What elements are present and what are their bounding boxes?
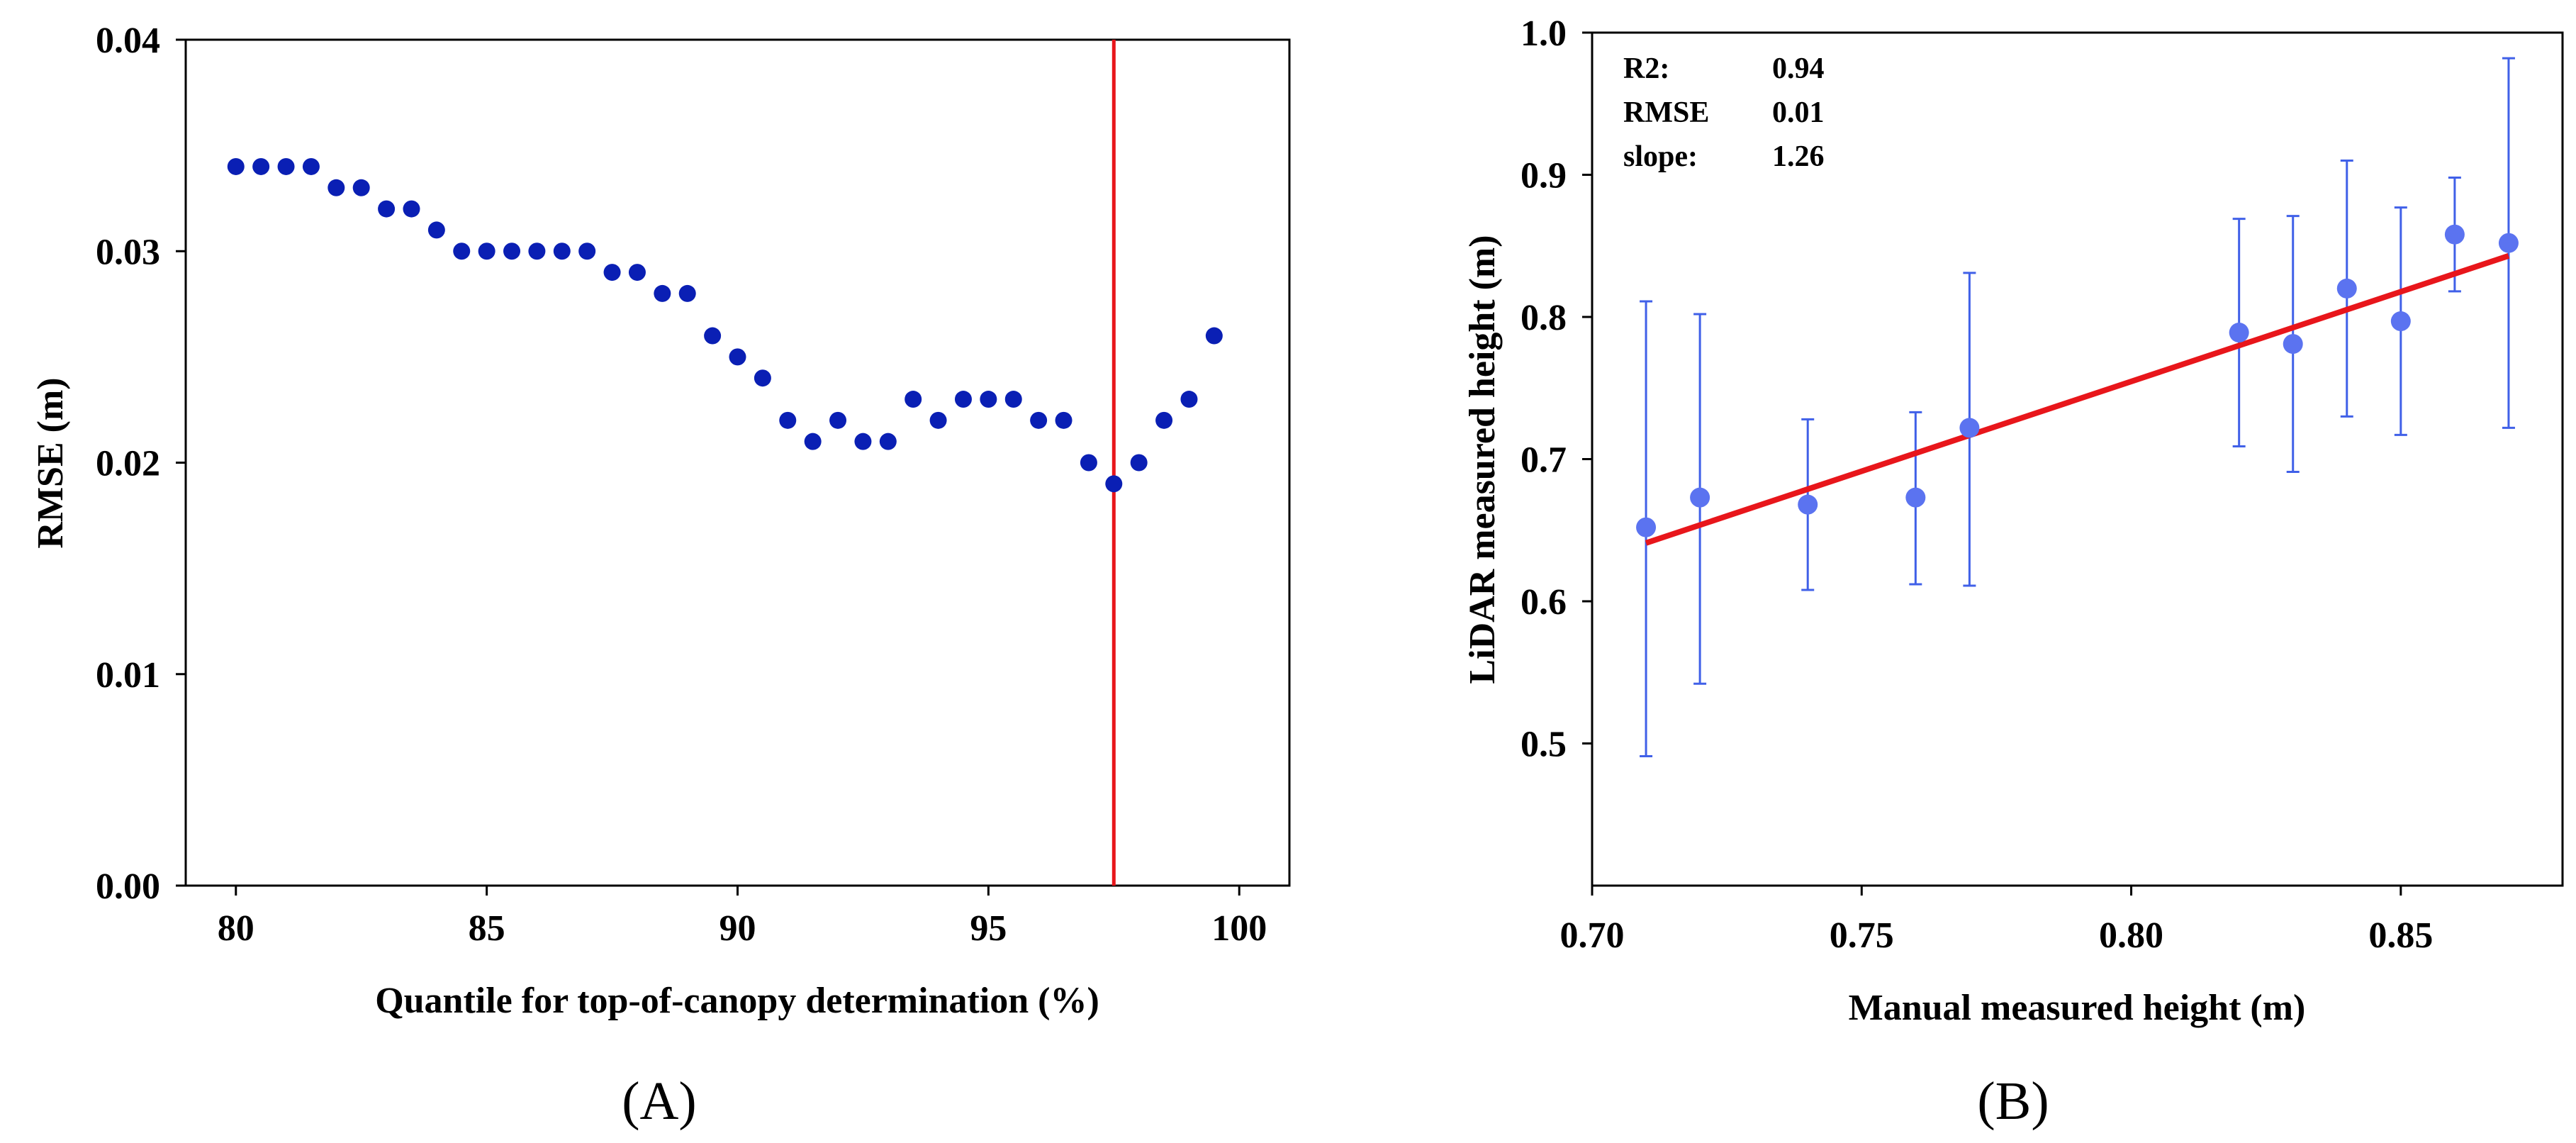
data-point-a	[327, 179, 345, 196]
stat-label-rmse: RMSE	[1623, 96, 1709, 129]
data-point-b	[2229, 323, 2249, 343]
x-tick-label-a: 80	[218, 908, 254, 949]
data-point-a	[503, 242, 521, 260]
stat-value-slope: 1.26	[1772, 140, 1825, 173]
data-point-a	[954, 391, 972, 408]
x-tick-label-a: 95	[970, 908, 1007, 949]
data-point-a	[678, 284, 696, 302]
data-point-a	[1130, 454, 1148, 472]
y-tick-label-a: 0.03	[96, 232, 160, 272]
stat-value-rmse: 0.01	[1772, 96, 1825, 129]
y-ticks-b: 0.5 0.6 0.7 0.8 0.9 1.0	[1521, 13, 1592, 765]
data-point-b	[1959, 418, 1980, 438]
data-point-a	[804, 433, 822, 450]
data-point-a	[1180, 391, 1198, 408]
data-point-a	[252, 157, 270, 175]
y-tick-label-b: 0.8	[1521, 298, 1567, 338]
data-point-a	[378, 200, 396, 218]
x-axis-title-b: Manual measured height (m)	[1849, 988, 2306, 1028]
x-axis-title-a: Quantile for top-of-canopy determination…	[375, 981, 1099, 1021]
data-point-a	[854, 433, 872, 450]
data-point-a	[427, 221, 445, 239]
data-point-a	[528, 242, 546, 260]
data-point-a	[578, 242, 596, 260]
data-point-a	[628, 264, 646, 281]
x-tick-label-a: 85	[469, 908, 505, 949]
data-point-a	[227, 157, 245, 175]
x-tick-label-a: 100	[1211, 908, 1267, 949]
data-point-b	[2498, 233, 2519, 253]
plot-area-b	[1591, 31, 2564, 887]
x-tick-label-b: 0.75	[1830, 915, 1894, 956]
data-point-b	[1905, 487, 1926, 508]
y-tick-label-b: 1.0	[1521, 13, 1567, 54]
data-point-a	[277, 157, 295, 175]
data-point-a	[879, 433, 897, 450]
data-point-a	[603, 264, 621, 281]
stat-label-slope: slope:	[1623, 140, 1698, 173]
data-point-b	[2390, 311, 2411, 332]
y-tick-label-a: 0.00	[96, 866, 160, 907]
panel-label-a: (A)	[622, 1071, 697, 1131]
stat-label-r2: R2:	[1623, 52, 1669, 85]
x-tick-label-a: 90	[719, 908, 756, 949]
data-point-a	[1080, 454, 1097, 472]
data-point-a	[1004, 391, 1022, 408]
data-point-a	[1055, 411, 1073, 429]
data-point-a	[980, 391, 997, 408]
data-point-b	[1690, 487, 1710, 508]
data-point-a	[553, 242, 571, 260]
data-point-a	[829, 411, 847, 429]
data-point-a	[905, 391, 922, 408]
data-point-a	[1155, 411, 1173, 429]
data-point-b	[2336, 278, 2357, 299]
data-point-a	[729, 348, 746, 366]
data-point-a	[1105, 475, 1123, 493]
x-tick-label-b: 0.70	[1560, 915, 1625, 956]
panel-a: 80 85 90 95 100 0.00 0.01 0.02 0.03 0.04 Quantil…	[30, 21, 1291, 1131]
panel-b: 0.70 0.75 0.80 0.85 0.5 0.6 0.7 0.8 0.9 1.0 R2: …	[1462, 13, 2564, 1131]
data-point-a	[352, 179, 370, 196]
y-axis-title-b: LiDAR measured height (m)	[1462, 235, 1503, 684]
data-point-a	[1205, 327, 1223, 345]
data-points-a	[227, 157, 1223, 493]
stat-value-r2: 0.94	[1772, 52, 1825, 85]
data-point-b	[2283, 334, 2303, 355]
y-tick-label-a: 0.02	[96, 444, 160, 484]
data-point-a	[704, 327, 722, 345]
data-point-a	[1030, 411, 1048, 429]
x-ticks-b: 0.70 0.75 0.80 0.85	[1560, 886, 2433, 956]
data-point-a	[403, 200, 420, 218]
data-point-b	[2444, 224, 2465, 245]
y-tick-label-b: 0.7	[1521, 440, 1567, 481]
data-point-a	[478, 242, 495, 260]
plot-area-a	[184, 38, 1291, 887]
panel-label-b: (B)	[1977, 1071, 2049, 1131]
x-tick-label-b: 0.85	[2368, 915, 2433, 956]
x-ticks-a: 80 85 90 95 100	[218, 886, 1267, 949]
y-tick-label-b: 0.6	[1521, 582, 1567, 623]
data-point-a	[654, 284, 671, 302]
y-ticks-a: 0.00 0.01 0.02 0.03 0.04	[96, 21, 186, 907]
x-tick-label-b: 0.80	[2099, 915, 2163, 956]
data-point-b	[1798, 494, 1818, 515]
y-tick-label-a: 0.04	[96, 21, 160, 61]
data-point-a	[929, 411, 947, 429]
y-tick-label-a: 0.01	[96, 655, 160, 696]
stats-box-b: R2: 0.94 RMSE 0.01 slope: 1.26	[1623, 52, 1825, 173]
fit-line-b	[1645, 252, 2510, 546]
data-point-a	[453, 242, 471, 260]
data-points-b	[1636, 224, 2519, 537]
data-point-a	[779, 411, 797, 429]
y-axis-title-a: RMSE (m)	[30, 377, 71, 548]
data-point-a	[754, 369, 771, 387]
y-tick-label-b: 0.9	[1521, 156, 1567, 196]
data-point-a	[302, 157, 320, 175]
y-tick-label-b: 0.5	[1521, 725, 1567, 765]
data-point-b	[1636, 517, 1657, 537]
